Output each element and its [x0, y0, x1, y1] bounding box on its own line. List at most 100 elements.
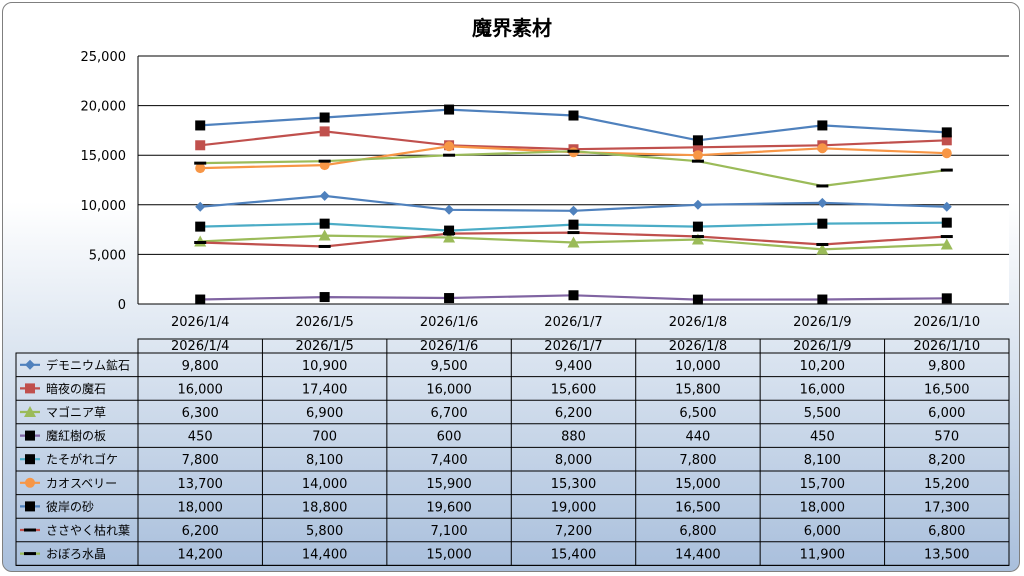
table-cell: 15,000 [675, 477, 721, 492]
data-point [691, 235, 704, 239]
table-cell: 15,200 [924, 477, 970, 492]
y-tick-label: 15,000 [81, 149, 127, 164]
table-cell: 15,800 [675, 382, 721, 397]
table-cell: 19,000 [551, 500, 597, 515]
data-point [691, 159, 704, 163]
data-point [24, 406, 36, 417]
table-cell: 7,800 [679, 453, 716, 468]
series-group [194, 231, 953, 248]
data-point [194, 161, 207, 165]
table-cell: 18,800 [302, 500, 348, 515]
y-tick-label: 20,000 [81, 100, 127, 115]
series-group [194, 149, 953, 188]
legend-key [20, 406, 40, 417]
chart-svg: 魔界素材 0 5,000 10,000 15,000 20,000 25,000 2026/… [15, 16, 1010, 566]
x-tick-label: 2026/1/4 [171, 315, 229, 330]
legend-key [20, 383, 40, 394]
data-point [195, 221, 206, 232]
table-cell: 8,000 [555, 453, 592, 468]
data-point [195, 294, 206, 305]
legend-label: おぼろ水晶 [46, 547, 106, 561]
data-point [817, 120, 828, 131]
table-cell: 5,500 [804, 406, 841, 421]
series-group [195, 290, 952, 305]
data-point [940, 168, 953, 172]
x-tick-label: 2026/1/7 [544, 315, 602, 330]
data-point [941, 201, 952, 212]
data-point [692, 150, 703, 161]
table-cell: 570 [934, 430, 959, 445]
table-cell: 10,900 [302, 359, 348, 374]
data-point [940, 238, 953, 250]
data-point [444, 104, 455, 115]
data-point [692, 142, 703, 153]
table-cell: 10,200 [800, 359, 846, 374]
y-tick-label: 0 [118, 298, 126, 313]
table-cell: 7,100 [430, 524, 467, 539]
data-point [319, 190, 330, 201]
table-cell: 17,400 [302, 382, 348, 397]
table-header-cell: 2026/1/6 [420, 339, 478, 354]
data-point [25, 359, 35, 370]
table-cell: 14,000 [302, 477, 348, 492]
data-point [25, 501, 35, 512]
table-cell: 880 [561, 430, 586, 445]
legend-label: マゴニア草 [46, 405, 106, 420]
table-cell: 6,300 [182, 406, 219, 421]
table-cell: 5,800 [306, 524, 343, 539]
table-cell: 15,400 [551, 548, 597, 563]
table-cell: 7,400 [430, 453, 467, 468]
data-point [319, 218, 330, 229]
data-point [444, 225, 455, 236]
series-group [195, 190, 952, 216]
table-cell: 15,900 [426, 477, 472, 492]
data-point [816, 242, 829, 246]
table-cell: 6,900 [306, 406, 343, 421]
table-cell: 9,400 [555, 359, 592, 374]
table-cell: 6,500 [679, 406, 716, 421]
table-cell: 13,500 [924, 548, 970, 563]
data-point [567, 236, 580, 248]
data-point [692, 221, 703, 232]
legend-label: ささやく枯れ葉 [46, 523, 130, 538]
data-point [319, 292, 330, 303]
legend-label: 暗夜の魔石 [46, 381, 106, 396]
data-point [568, 110, 579, 121]
data-point [941, 293, 952, 304]
data-table: 2026/1/4 2026/1/5 2026/1/6 2026/1/7 2026/1/8… [15, 338, 1010, 566]
x-tick-label: 2026/1/10 [913, 315, 980, 330]
data-point [318, 244, 331, 248]
legend-key [20, 528, 40, 532]
x-tick-label: 2026/1/9 [793, 315, 851, 330]
data-point [816, 184, 829, 188]
table-cell: 11,900 [800, 548, 846, 563]
data-point [443, 231, 456, 243]
data-point [691, 233, 704, 245]
legend-key [20, 477, 40, 488]
data-point [941, 127, 952, 138]
table-cell: 18,000 [800, 500, 846, 515]
table-cell: 16,000 [426, 382, 472, 397]
data-point [816, 243, 829, 255]
data-point [195, 120, 206, 131]
table-cell: 16,000 [800, 382, 846, 397]
table-cell: 6,800 [679, 524, 716, 539]
table-cell: 14,400 [302, 548, 348, 563]
data-point [568, 205, 579, 216]
table-header-cell: 2026/1/4 [171, 339, 229, 354]
legend-key [20, 359, 40, 370]
chart-title: 魔界素材 [472, 16, 552, 40]
table-cell: 6,000 [928, 406, 965, 421]
legend-label: 彼岸の砂 [46, 500, 94, 514]
table-cell: 15,300 [551, 477, 597, 492]
table-cell: 6,700 [430, 406, 467, 421]
table-cell: 450 [188, 430, 213, 445]
table-cell: 14,400 [675, 548, 721, 563]
table-cell: 9,800 [928, 359, 965, 374]
table-cell: 16,500 [924, 382, 970, 397]
legend-key [20, 552, 40, 556]
data-point [24, 552, 36, 556]
table-cell: 13,700 [177, 477, 223, 492]
table-cell: 8,100 [306, 453, 343, 468]
